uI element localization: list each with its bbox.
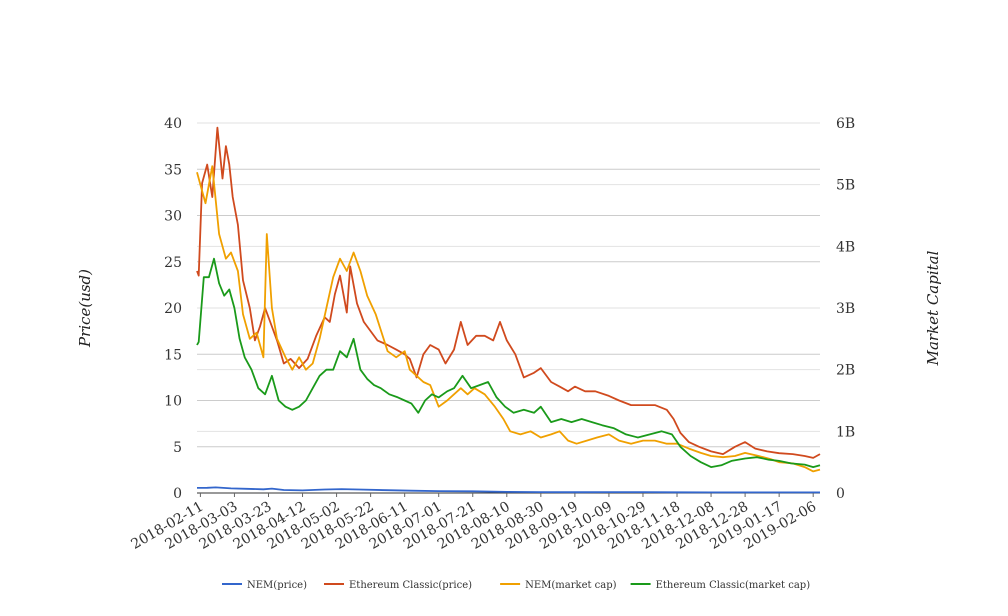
y-tick-label: 10 <box>164 394 182 410</box>
y2-tick-label: 6B <box>836 116 855 132</box>
series-lines <box>196 126 821 494</box>
y-tick-label: 15 <box>164 347 182 363</box>
legend-label: Ethereum Classic(price) <box>349 580 472 591</box>
y-axis-title: Price(usd) <box>76 269 94 348</box>
series-line <box>196 165 821 473</box>
series-line <box>196 486 820 494</box>
y2-tick-label: 2B <box>836 363 855 379</box>
y2-tick-label: 3B <box>836 301 855 317</box>
y2-tick-label: 4B <box>836 239 855 255</box>
legend-label: NEM(price) <box>247 580 307 591</box>
y2-tick-label: 5B <box>836 178 855 194</box>
y-tick-label: 20 <box>164 301 182 317</box>
y-tick-label: 0 <box>173 486 182 502</box>
grid-lines <box>197 122 820 494</box>
legend-label: Ethereum Classic(market cap) <box>656 580 811 591</box>
y-tick-label: 25 <box>164 255 182 271</box>
tick-labels: 051015202530354001B2B3B4B5B6B2018-02-112… <box>128 116 855 553</box>
y-tick-label: 40 <box>164 116 182 132</box>
series-line <box>196 257 821 469</box>
legend: NEM(price) Ethereum Classic(price) NEM(mar… <box>222 580 810 591</box>
secondary-y-axis-title: Market Capital <box>924 250 942 366</box>
legend-label: NEM(market cap) <box>525 580 617 591</box>
y-tick-label: 5 <box>173 440 182 456</box>
y2-tick-label: 0 <box>836 486 845 502</box>
y-tick-label: 35 <box>164 162 182 178</box>
axes <box>197 492 820 497</box>
y2-tick-label: 1B <box>836 424 855 440</box>
y-tick-label: 30 <box>164 209 182 225</box>
